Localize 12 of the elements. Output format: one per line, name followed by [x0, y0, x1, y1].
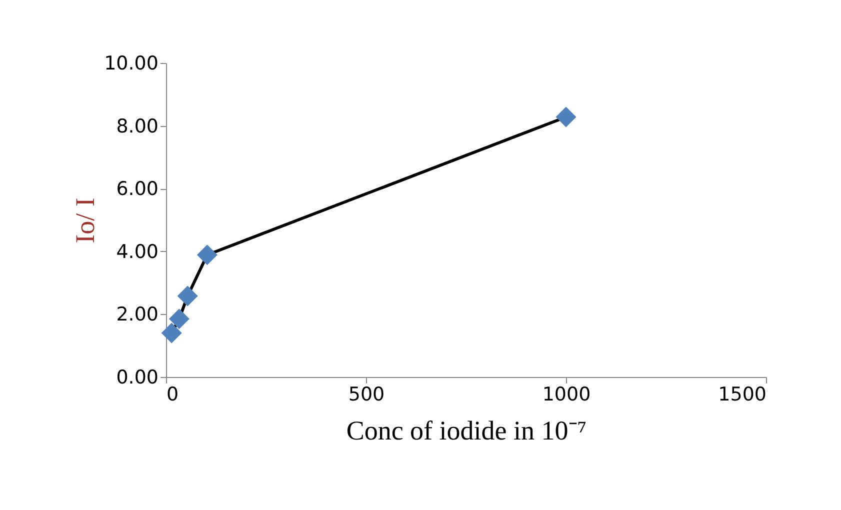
y-tick-label: 4.00 [116, 240, 158, 263]
x-tick-label: 500 [348, 384, 385, 406]
x-tick-label: 1000 [542, 384, 591, 406]
y-axis-title: Io/ I [70, 198, 100, 244]
y-tick-label: 10.00 [104, 52, 158, 74]
y-tick-label: 6.00 [116, 178, 158, 200]
x-tick-label: 1500 [718, 384, 766, 406]
y-tick-label: 8.00 [116, 115, 158, 138]
y-tick-label: 2.00 [116, 304, 158, 326]
x-tick-label: 0 [166, 384, 179, 406]
x-axis-title: Conc of iodide in 10⁻⁷ [346, 416, 587, 446]
y-tick-label: 0.00 [116, 366, 158, 388]
